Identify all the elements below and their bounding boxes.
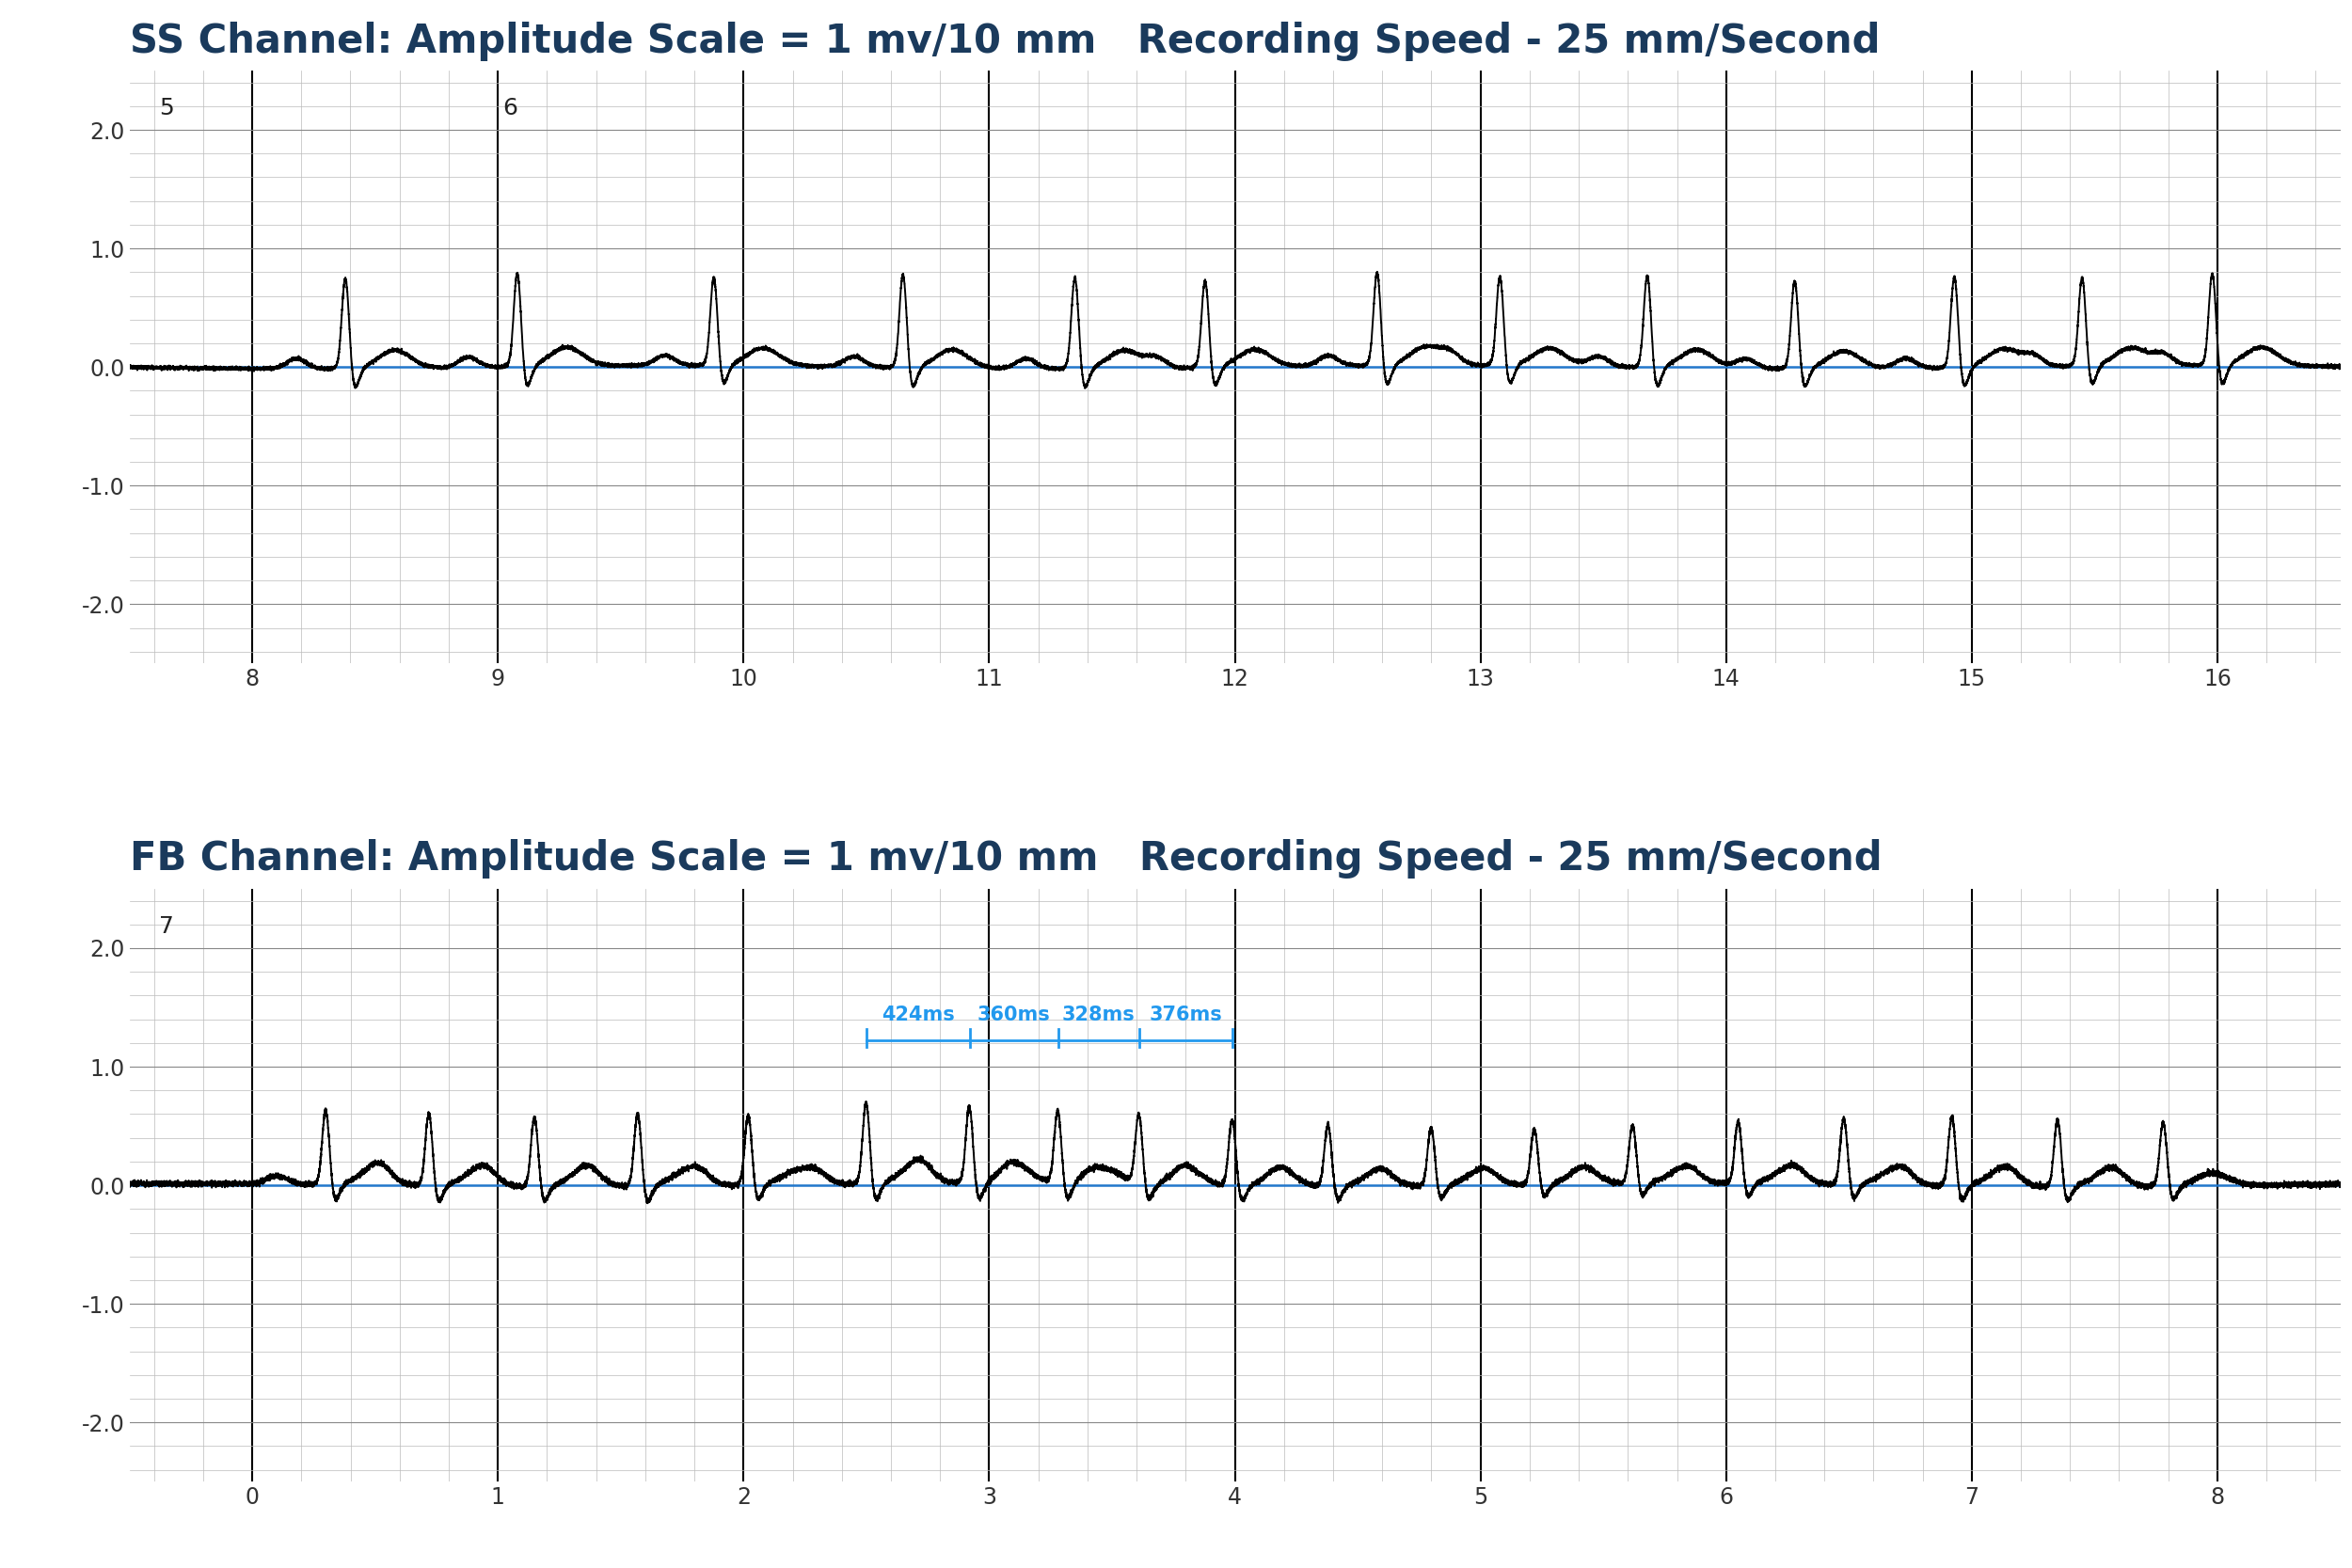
Text: 424ms: 424ms <box>882 1005 955 1024</box>
Text: 6: 6 <box>503 97 517 119</box>
Text: 328ms: 328ms <box>1061 1005 1136 1024</box>
Text: FB Channel: Amplitude Scale = 1 mv/10 mm   Recording Speed - 25 mm/Second: FB Channel: Amplitude Scale = 1 mv/10 mm… <box>129 839 1882 880</box>
Text: SS Channel: Amplitude Scale = 1 mv/10 mm   Recording Speed - 25 mm/Second: SS Channel: Amplitude Scale = 1 mv/10 mm… <box>129 22 1879 61</box>
Text: 376ms: 376ms <box>1150 1005 1223 1024</box>
Text: 360ms: 360ms <box>976 1005 1051 1024</box>
Text: 5: 5 <box>160 97 174 119</box>
Text: 7: 7 <box>160 914 174 938</box>
